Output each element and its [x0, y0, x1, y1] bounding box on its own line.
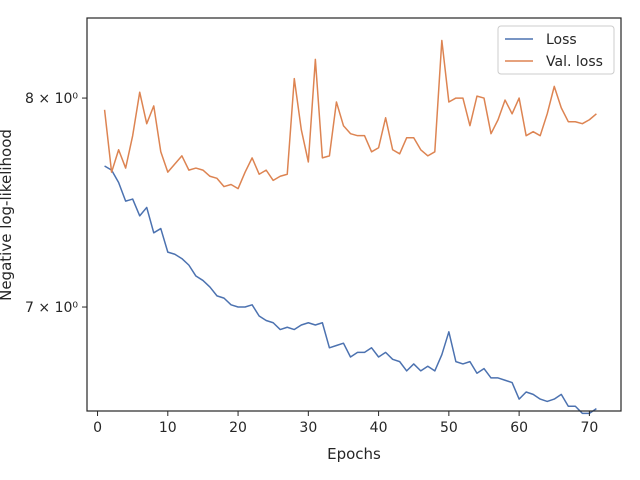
x-tick-label: 60	[510, 420, 528, 436]
legend: Loss Val. loss	[497, 25, 615, 75]
y-axis-label: Negative log-likelihood	[0, 129, 15, 301]
series-line-val-loss	[103, 39, 597, 190]
x-tick-label: 0	[93, 420, 102, 436]
x-tick-label: 20	[229, 420, 247, 436]
legend-box	[497, 25, 615, 75]
x-axis: 0 10 20 30 40 50 60 70	[93, 411, 598, 436]
x-tick-label: 40	[370, 420, 388, 436]
x-axis-label: Epochs	[327, 445, 381, 463]
x-tick-label: 70	[580, 420, 598, 436]
series-line-loss	[104, 165, 597, 415]
legend-label-val-loss: Val. loss	[546, 54, 603, 70]
x-tick-label: 10	[159, 420, 177, 436]
legend-label-loss: Loss	[546, 32, 577, 48]
y-tick-label: 7 × 10⁰	[25, 300, 78, 316]
y-tick-label: 8 × 10⁰	[25, 91, 78, 107]
plot-frame	[86, 17, 622, 412]
plot-area	[103, 39, 597, 415]
x-tick-label: 50	[440, 420, 458, 436]
y-axis: 7 × 10⁰ 8 × 10⁰	[25, 91, 87, 316]
x-tick-label: 30	[299, 420, 317, 436]
